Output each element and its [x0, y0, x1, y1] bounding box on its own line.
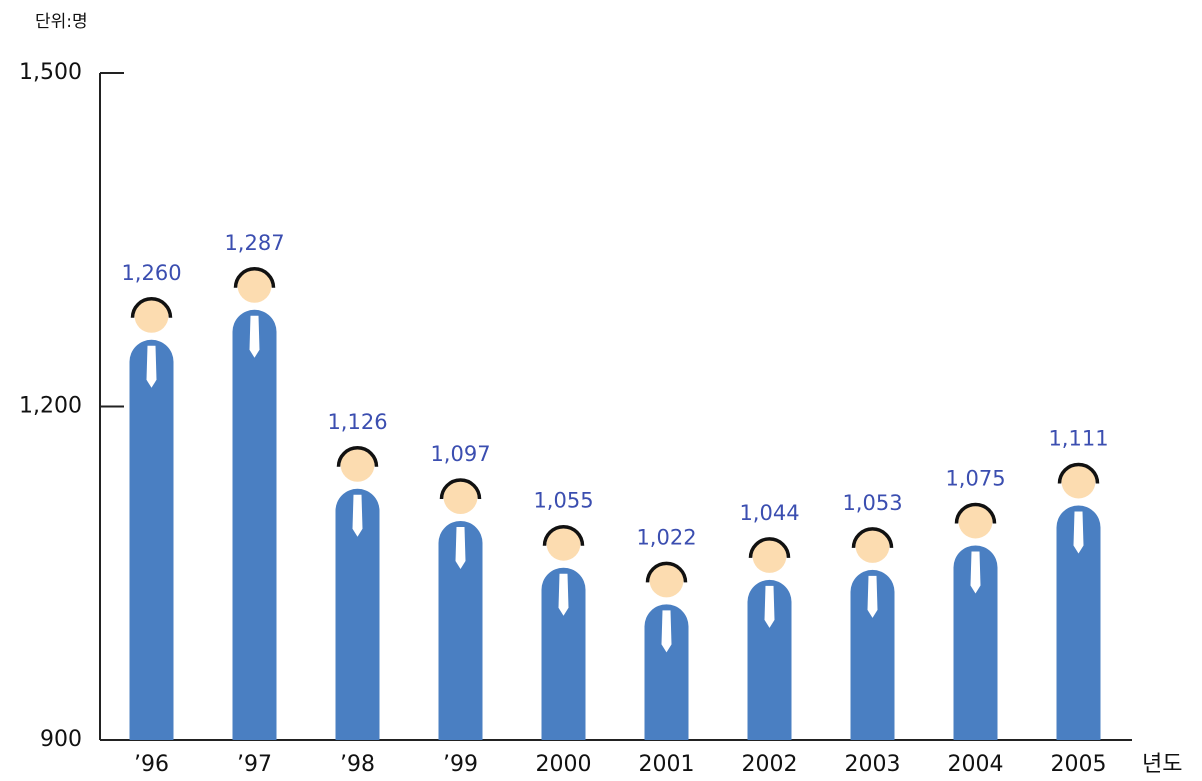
tie	[868, 576, 878, 618]
bar	[233, 310, 277, 740]
x-tick-label: 2001	[639, 752, 695, 777]
x-tick-label: ’97	[237, 752, 272, 777]
value-label: 1,097	[430, 442, 490, 466]
bar	[130, 340, 174, 740]
x-tick-label: 2005	[1051, 752, 1107, 777]
value-label: 1,044	[739, 501, 799, 525]
value-label: 1,111	[1048, 426, 1108, 450]
x-tick-label: ’99	[443, 752, 478, 777]
tie	[353, 495, 363, 537]
tie	[662, 610, 672, 652]
value-label: 1,126	[327, 410, 387, 434]
x-tick-label: 2003	[845, 752, 901, 777]
x-axis-label: 년도	[1142, 752, 1182, 777]
tie	[250, 316, 260, 358]
x-tick-label: ’96	[134, 752, 169, 777]
tie	[971, 551, 981, 593]
tie	[765, 586, 775, 628]
tie	[559, 574, 569, 616]
value-label: 1,055	[533, 489, 593, 513]
x-tick-label: 2002	[742, 752, 798, 777]
chart: 단위:명 년도 900 1,200 1,500 ’96 1,260 ’97 1,287 ’98…	[0, 0, 1202, 781]
value-label: 1,075	[945, 466, 1005, 490]
tie	[456, 527, 466, 569]
x-tick-label: 2000	[536, 752, 592, 777]
tie	[1074, 511, 1084, 553]
value-label: 1,287	[224, 231, 284, 255]
x-tick-label: 2004	[948, 752, 1004, 777]
unit-label: 단위:명	[35, 12, 88, 32]
x-tick-label: ’98	[340, 752, 375, 777]
y-tick-label: 1,500	[19, 60, 82, 85]
value-label: 1,053	[842, 491, 902, 515]
y-tick-label: 1,200	[19, 394, 82, 419]
value-label: 1,260	[121, 261, 181, 285]
y-tick-label: 900	[40, 727, 82, 752]
tie	[147, 346, 157, 388]
value-label: 1,022	[636, 525, 696, 549]
